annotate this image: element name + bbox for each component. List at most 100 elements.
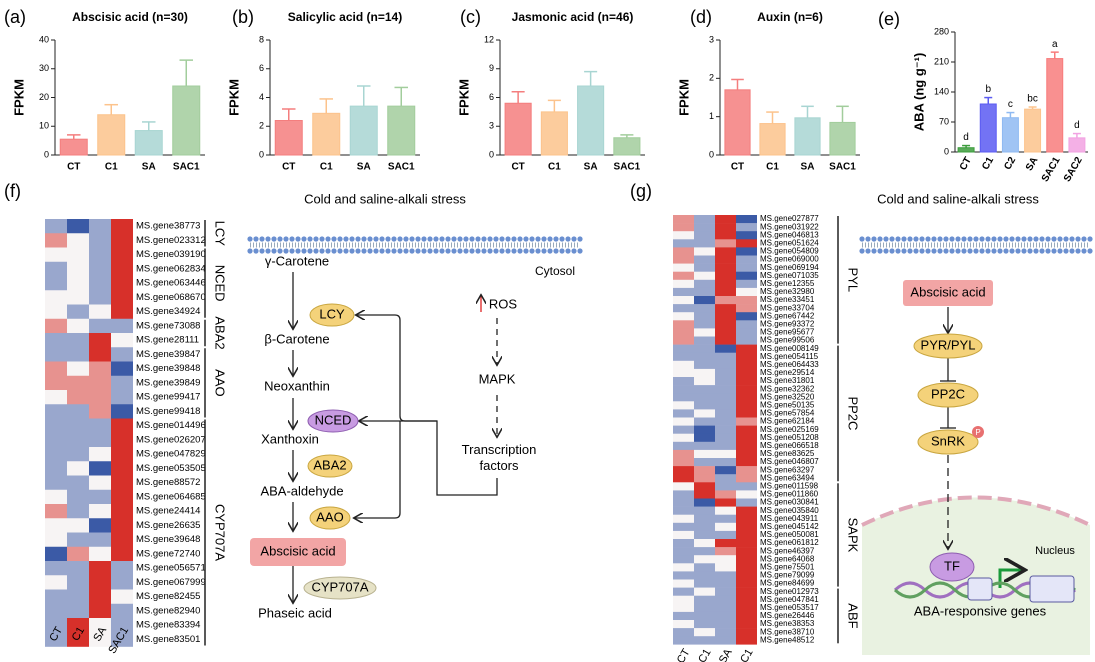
column-label: SA bbox=[717, 646, 735, 662]
heatmap-cell bbox=[736, 385, 757, 394]
lipid bbox=[577, 248, 583, 254]
heatmap-cell bbox=[45, 318, 67, 334]
x-tick-label: C1 bbox=[320, 162, 333, 173]
x-tick-label: SAC1 bbox=[829, 162, 856, 173]
y-tick-label: 6 bbox=[489, 92, 494, 102]
chart-title: Salicylic acid (n=14) bbox=[288, 10, 402, 24]
heatmap-cell bbox=[736, 571, 757, 580]
gene-label: MS.gene066518 bbox=[760, 441, 819, 450]
column-label: SAC1 bbox=[731, 647, 756, 662]
metabolite: γ-Carotene bbox=[265, 253, 329, 268]
x-tick-label: C1 bbox=[548, 162, 561, 173]
gene-label: MS.gene84699 bbox=[760, 579, 815, 588]
lipid bbox=[907, 236, 913, 242]
significance-label: bc bbox=[1027, 94, 1038, 105]
heatmap-cell bbox=[715, 263, 736, 272]
y-axis-label: FPKM bbox=[676, 79, 691, 116]
heatmap-cell bbox=[736, 312, 757, 321]
y-tick-label: 6 bbox=[259, 63, 264, 73]
chart-title: Auxin (n=6) bbox=[757, 10, 823, 24]
heatmap-cell bbox=[67, 233, 89, 248]
gene-label: MS.gene64068 bbox=[760, 554, 815, 563]
heatmap-cell bbox=[673, 595, 694, 605]
enzyme-node bbox=[303, 576, 377, 600]
heatmap-cell bbox=[673, 555, 694, 564]
heatmap-cell bbox=[67, 261, 89, 277]
heatmap-cell bbox=[715, 296, 736, 305]
heatmap-cell bbox=[715, 611, 736, 621]
heatmap-cell bbox=[673, 223, 694, 232]
lipid bbox=[511, 248, 517, 254]
heatmap-cell bbox=[673, 320, 694, 329]
heatmap-cell bbox=[715, 352, 736, 362]
gene-label: MS.gene95677 bbox=[760, 328, 815, 337]
heatmap-cell bbox=[89, 447, 111, 462]
heatmap-cell bbox=[715, 563, 736, 572]
heatmap-cell bbox=[45, 575, 67, 590]
heatmap-cell bbox=[694, 603, 715, 613]
heatmap-cell bbox=[736, 239, 757, 248]
lipid bbox=[307, 248, 313, 254]
heatmap-cell bbox=[673, 490, 694, 499]
lipid bbox=[283, 236, 289, 242]
y-tick-label: 70 bbox=[939, 116, 949, 126]
heatmap-cell bbox=[694, 628, 715, 637]
gene-label: MS.gene62184 bbox=[760, 417, 815, 426]
heatmap-cell bbox=[45, 404, 67, 419]
x-tick-label: CT bbox=[67, 162, 80, 173]
gene-label: MS.gene054115 bbox=[760, 352, 819, 361]
lipid bbox=[403, 248, 409, 254]
lipid bbox=[421, 248, 427, 254]
metabolite: Xanthoxin bbox=[261, 431, 319, 446]
gene-label: MS.gene99417 bbox=[136, 392, 200, 403]
node-label: PYR/PYL bbox=[921, 337, 976, 352]
lipid bbox=[247, 236, 253, 242]
lipid bbox=[517, 248, 523, 254]
heatmap-cell bbox=[89, 489, 111, 505]
heatmap-cell bbox=[673, 385, 694, 394]
heatmap-cell bbox=[736, 425, 757, 434]
heatmap-cell bbox=[111, 233, 133, 248]
heatmap-cell bbox=[111, 603, 133, 619]
heatmap-cell bbox=[736, 296, 757, 305]
lipid bbox=[889, 248, 895, 254]
heatmap-cell bbox=[111, 504, 133, 519]
lipid bbox=[985, 248, 991, 254]
gene-label: MS.gene011860 bbox=[760, 490, 819, 499]
heatmap-cell bbox=[715, 247, 736, 256]
lipid bbox=[871, 248, 877, 254]
heatmap-cell bbox=[673, 425, 694, 434]
heatmap-cell bbox=[89, 589, 111, 605]
y-axis-label: FPKM bbox=[456, 79, 471, 116]
lipid bbox=[955, 248, 961, 254]
lipid bbox=[577, 236, 583, 242]
lipid bbox=[445, 248, 451, 254]
heatmap-cell bbox=[715, 571, 736, 580]
heatmap-cell bbox=[45, 489, 67, 505]
x-tick-label: C2 bbox=[1002, 155, 1018, 172]
node bbox=[917, 382, 979, 408]
lipid bbox=[277, 248, 283, 254]
heatmap-cell bbox=[45, 347, 67, 362]
gene-label: MS.gene57854 bbox=[760, 409, 815, 418]
lipid bbox=[973, 248, 979, 254]
heatmap-cell bbox=[715, 328, 736, 337]
gene-label: MS.gene33451 bbox=[760, 295, 815, 304]
heatmap-cell bbox=[673, 539, 694, 548]
lipid bbox=[289, 248, 295, 254]
lipid bbox=[481, 248, 487, 254]
heatmap-cell bbox=[736, 547, 757, 556]
heatmap-cell bbox=[694, 425, 715, 434]
heatmap-cell bbox=[45, 418, 67, 434]
heatmap-cell bbox=[694, 579, 715, 588]
heatmap-cell bbox=[694, 304, 715, 313]
lipid bbox=[967, 248, 973, 254]
signaling-title: Cold and saline-alkali stress bbox=[877, 191, 1039, 206]
heatmap-cell bbox=[111, 461, 133, 476]
lipid bbox=[247, 248, 253, 254]
pathway-steps: γ-Carotene β-Carotene Neoxanthin Xanthox… bbox=[258, 253, 517, 620]
heatmap-cell bbox=[67, 276, 89, 291]
gene-label: MS.gene025169 bbox=[760, 425, 819, 434]
heatmap-cell bbox=[736, 328, 757, 337]
heatmap-cell bbox=[736, 215, 757, 224]
